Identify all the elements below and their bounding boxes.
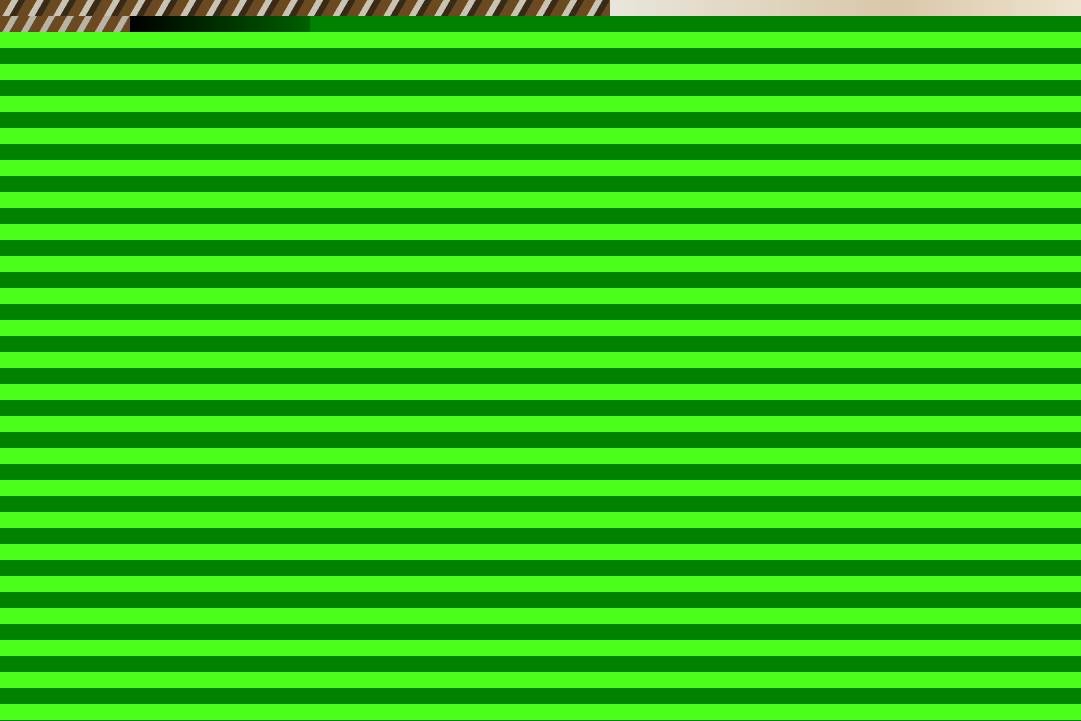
photo-corner-fragment [0, 16, 130, 32]
green-stripe-pattern [0, 32, 1081, 721]
photo-light-region [610, 0, 1081, 16]
dark-gradient-band [130, 16, 310, 32]
photo-fragment-icon [0, 0, 1081, 16]
